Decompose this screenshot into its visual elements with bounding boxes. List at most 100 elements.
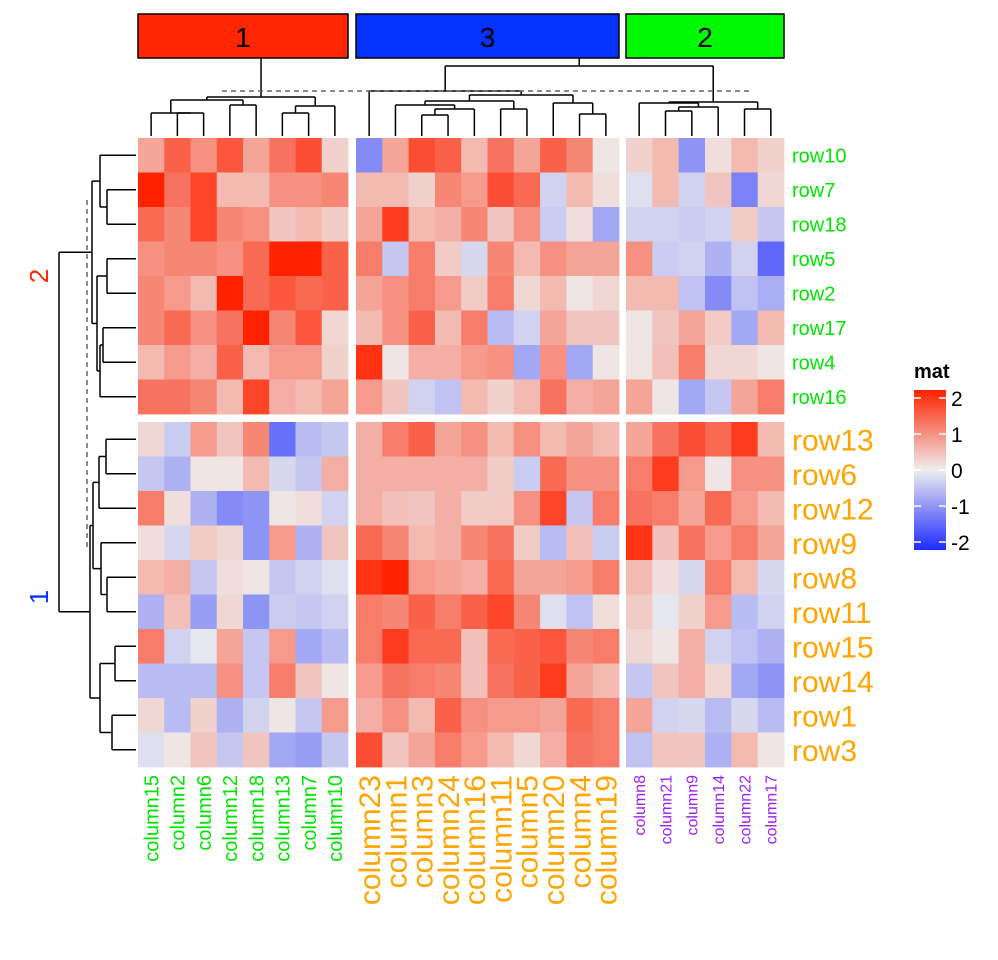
heatmap-cell bbox=[382, 310, 409, 346]
heatmap-cell bbox=[295, 422, 323, 457]
heatmap-cell bbox=[652, 456, 680, 492]
heatmap-cell bbox=[592, 456, 620, 492]
heatmap-cell bbox=[652, 345, 680, 380]
heatmap-cell bbox=[243, 594, 270, 630]
heatmap-cell bbox=[566, 172, 594, 208]
heatmap-cell bbox=[382, 629, 409, 664]
column-label: column14 bbox=[711, 775, 728, 844]
column-label: column4 bbox=[564, 775, 597, 888]
heatmap-cell bbox=[626, 732, 653, 768]
heatmap-cell bbox=[731, 525, 759, 561]
heatmap-cell bbox=[513, 629, 541, 664]
heatmap-cell bbox=[487, 525, 515, 561]
heatmap-cell bbox=[295, 345, 323, 380]
heatmap-cell bbox=[513, 594, 541, 630]
heatmap-cell bbox=[626, 525, 653, 561]
heatmap-cell bbox=[652, 422, 680, 457]
heatmap-cell bbox=[321, 456, 349, 492]
heatmap-cell bbox=[408, 698, 436, 733]
column-label: column2 bbox=[168, 775, 190, 851]
heatmap-cell bbox=[408, 379, 436, 415]
heatmap-cell bbox=[190, 276, 218, 311]
heatmap-cell bbox=[731, 629, 759, 664]
heatmap-cell bbox=[408, 207, 436, 242]
heatmap-cell bbox=[678, 310, 706, 346]
heatmap-cell bbox=[382, 732, 409, 768]
heatmap-cell bbox=[190, 207, 218, 242]
heatmap-cell bbox=[513, 138, 541, 173]
heatmap-cell bbox=[705, 172, 732, 208]
heatmap-cell bbox=[731, 345, 759, 380]
heatmap-cell bbox=[652, 310, 680, 346]
column-label: column8 bbox=[632, 775, 649, 836]
heatmap-cell bbox=[190, 594, 218, 630]
heatmap-cell bbox=[321, 207, 349, 242]
heatmap-cell bbox=[731, 663, 759, 699]
heatmap-cell bbox=[295, 663, 323, 699]
heatmap-cell bbox=[190, 560, 218, 595]
heatmap-cell bbox=[434, 491, 462, 526]
heatmap-cell bbox=[652, 172, 680, 208]
heatmap-cell bbox=[540, 698, 567, 733]
heatmap-cell bbox=[408, 491, 436, 526]
column-label: column16 bbox=[459, 775, 492, 905]
heatmap-cell bbox=[243, 491, 270, 526]
heatmap-cell bbox=[626, 345, 653, 380]
heatmap-cell bbox=[138, 310, 165, 346]
heatmap-cell bbox=[434, 560, 462, 595]
heatmap-cell bbox=[626, 276, 653, 311]
heatmap-cell bbox=[652, 525, 680, 561]
heatmap-cell bbox=[731, 560, 759, 595]
heatmap-cell bbox=[295, 207, 323, 242]
heatmap-cell bbox=[461, 379, 488, 415]
column-label: column11 bbox=[485, 775, 518, 903]
row-slice-titles: 21 bbox=[24, 269, 54, 604]
heatmap-cell bbox=[321, 379, 349, 415]
heatmap-cell bbox=[295, 138, 323, 173]
heatmap-cell bbox=[164, 310, 191, 346]
heatmap-cell bbox=[626, 172, 653, 208]
column-label: column10 bbox=[325, 775, 347, 862]
heatmap-cell bbox=[592, 594, 620, 630]
heatmap-cell bbox=[487, 310, 515, 346]
heatmap-cell bbox=[434, 594, 462, 630]
heatmap-cell bbox=[513, 345, 541, 380]
heatmap-cell bbox=[626, 491, 653, 526]
heatmap-cell bbox=[382, 422, 409, 457]
heatmap-cell bbox=[757, 732, 785, 768]
heatmap-cell bbox=[461, 172, 488, 208]
heatmap-cell bbox=[356, 310, 383, 346]
heatmap-cell bbox=[321, 491, 349, 526]
row-dendrogram bbox=[58, 154, 136, 751]
heatmap-cell bbox=[164, 241, 191, 277]
heatmap-cell bbox=[356, 525, 383, 561]
heatmap-cell bbox=[757, 491, 785, 526]
heatmap-cell bbox=[295, 698, 323, 733]
heatmap-cell bbox=[513, 456, 541, 492]
heatmap-cell bbox=[652, 276, 680, 311]
heatmap-cell bbox=[190, 629, 218, 664]
heatmap-cell bbox=[216, 276, 244, 311]
heatmap-cell bbox=[592, 663, 620, 699]
heatmap-cell bbox=[513, 422, 541, 457]
heatmap-cell bbox=[321, 525, 349, 561]
row-label: row10 bbox=[792, 145, 846, 167]
heatmap-cell bbox=[566, 698, 594, 733]
heatmap-cell bbox=[461, 207, 488, 242]
heatmap-cell bbox=[705, 310, 732, 346]
column-label: column17 bbox=[764, 775, 781, 844]
row-label: row9 bbox=[792, 528, 857, 561]
heatmap-cell bbox=[540, 663, 567, 699]
heatmap-cell bbox=[566, 379, 594, 415]
heatmap-cell bbox=[321, 560, 349, 595]
heatmap-cell bbox=[408, 422, 436, 457]
heatmap-cell bbox=[408, 310, 436, 346]
heatmap-cell bbox=[190, 422, 218, 457]
heatmap-cell bbox=[434, 698, 462, 733]
heatmap-cell bbox=[731, 310, 759, 346]
column-label: column19 bbox=[591, 775, 624, 905]
heatmap-cell bbox=[566, 732, 594, 768]
heatmap-cell bbox=[678, 629, 706, 664]
heatmap-cell bbox=[138, 456, 165, 492]
